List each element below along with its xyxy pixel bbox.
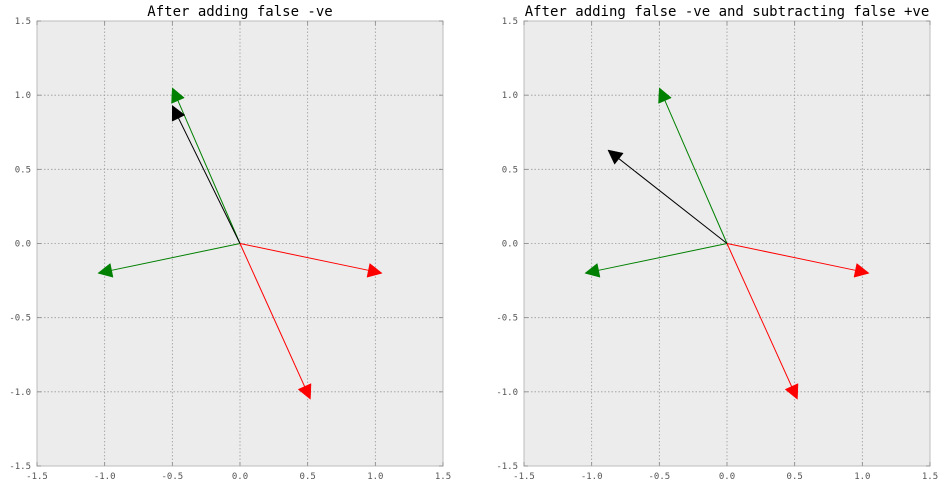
arrow-head [584, 263, 601, 278]
vector-arrow [239, 243, 383, 278]
y-tick-label: 0.5 [502, 165, 518, 175]
vector-arrow [658, 87, 728, 244]
arrow-shaft [239, 243, 306, 387]
chart-panel-1: -1.5 -1.0 -0.5 0.0 0.5 1.0 1.5 1.5 1.0 0.5 0.0 -0.5… [9, 4, 451, 482]
y-tick-label: -0.5 [496, 314, 518, 324]
arrow-shaft [618, 158, 728, 244]
y-tick-label: -1.5 [9, 462, 31, 472]
x-tick-label: -1.5 [513, 472, 535, 482]
arrow-shaft [239, 243, 369, 271]
arrow-shaft [664, 100, 728, 244]
y-tick-label: -1.0 [9, 388, 31, 398]
y-tick-label: 1.0 [15, 91, 31, 101]
vector-arrow [239, 243, 312, 400]
vector-arrow [607, 149, 728, 244]
x-tick-label: -0.5 [161, 472, 183, 482]
arrow-shaft [598, 243, 728, 271]
y-tick-label: -1.0 [496, 388, 518, 398]
arrow-head [297, 383, 312, 400]
vector-arrow [726, 243, 870, 278]
arrow-head [658, 87, 672, 104]
arrow-head [366, 263, 383, 278]
y-tick-label: 1.5 [15, 17, 31, 27]
chart-title: After adding false -ve [147, 4, 332, 20]
chart-title: After adding false -ve and subtracting f… [525, 4, 930, 20]
x-tick-label: -1.5 [26, 472, 48, 482]
arrow-head [853, 263, 870, 278]
x-tick-label: 1.5 [435, 472, 451, 482]
x-tick-label: 0.5 [300, 472, 316, 482]
x-tick-label: 1.0 [367, 472, 383, 482]
arrow-head [784, 383, 799, 400]
y-tick-label: 0.0 [502, 240, 518, 250]
vector-arrow [584, 243, 728, 278]
x-tick-label: -0.5 [648, 472, 670, 482]
arrow-head [607, 149, 624, 165]
arrow-shaft [111, 243, 241, 271]
vector-arrow [97, 243, 241, 278]
x-tick-label: -1.0 [94, 472, 116, 482]
x-tick-label: -1.0 [581, 472, 603, 482]
x-tick-label: 1.0 [854, 472, 870, 482]
vector-arrow [171, 87, 241, 244]
arrow-head [171, 87, 185, 104]
y-tick-label: 1.0 [502, 91, 518, 101]
y-tick-label: 0.0 [15, 240, 31, 250]
x-tick-label: 0.0 [719, 472, 735, 482]
y-tick-label: 0.5 [15, 165, 31, 175]
x-tick-label: 0.5 [787, 472, 803, 482]
arrow-head [97, 263, 114, 278]
y-tick-label: -0.5 [9, 314, 31, 324]
vector-arrow [726, 243, 799, 400]
chart-panel-2: -1.5 -1.0 -0.5 0.0 0.5 1.0 1.5 1.5 1.0 0.5 0.0 -0.5… [496, 4, 938, 482]
y-tick-label: 1.5 [502, 17, 518, 27]
x-tick-label: 1.5 [922, 472, 938, 482]
arrow-shaft [178, 117, 241, 244]
arrow-shaft [726, 243, 793, 387]
arrow-shaft [726, 243, 856, 271]
arrow-head [171, 104, 186, 122]
vector-arrow [171, 104, 241, 244]
x-tick-label: 0.0 [232, 472, 248, 482]
arrow-shaft [177, 100, 241, 244]
y-tick-label: -1.5 [496, 462, 518, 472]
